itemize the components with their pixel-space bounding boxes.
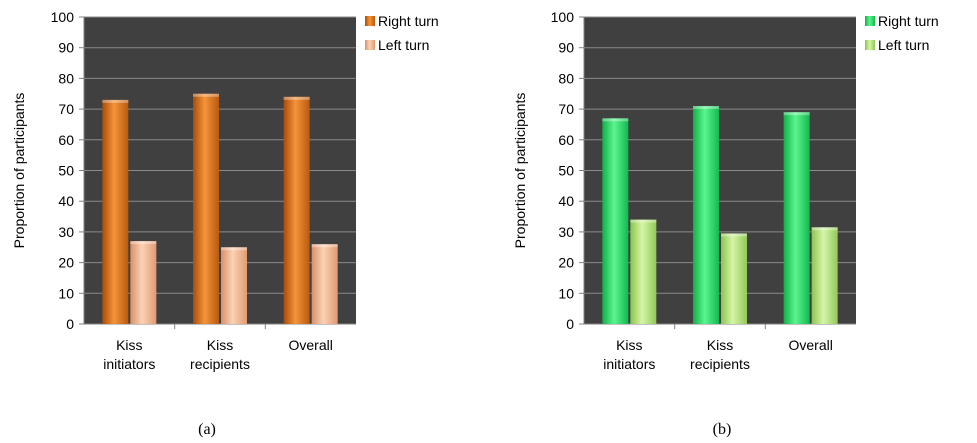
- x-tick-label: Overall: [288, 337, 332, 353]
- y-tick-label: 100: [551, 9, 575, 25]
- y-tick-label: 0: [566, 316, 574, 332]
- bar-left-turn: [721, 233, 747, 324]
- bar-cap: [693, 106, 719, 110]
- legend-label: Right turn: [378, 13, 439, 29]
- y-tick-label: 90: [558, 40, 574, 56]
- y-tick-label: 100: [51, 9, 75, 25]
- chart-a: 0 10 20 30 40 50 60 70 80 90 100 Kiss initiators Kiss…: [11, 9, 439, 438]
- y-tick-label: 40: [558, 193, 574, 209]
- y-tick-label: 50: [558, 163, 574, 179]
- y-tick-label: 10: [58, 285, 74, 301]
- bar-cap: [283, 96, 310, 100]
- bar-left-turn: [130, 241, 157, 324]
- bar-cap: [311, 244, 338, 248]
- y-tick-label: 20: [58, 255, 74, 271]
- x-tick-label: Kiss recipients: [690, 337, 750, 372]
- bar-right-turn: [102, 99, 129, 324]
- y-tick-label: 70: [58, 101, 74, 117]
- bar-cap: [783, 112, 810, 116]
- x-tick-label: Kiss initiators: [603, 337, 655, 372]
- legend-swatch: [865, 16, 875, 26]
- legend-label: Left turn: [878, 37, 929, 53]
- bar-left-turn: [811, 227, 838, 324]
- bar-right-turn: [193, 93, 219, 324]
- legend-swatch: [865, 40, 875, 50]
- bar-cap: [630, 219, 657, 223]
- y-tick-label: 0: [66, 316, 74, 332]
- y-tick-label: 60: [558, 132, 574, 148]
- y-tick-label: 30: [558, 224, 574, 240]
- y-tick-label: 80: [58, 70, 74, 86]
- legend-label: Left turn: [378, 37, 429, 53]
- y-tick-label: 80: [558, 70, 574, 86]
- y-tick-label: 20: [558, 255, 574, 271]
- bar-right-turn: [602, 118, 629, 324]
- panel-caption: (b): [713, 421, 732, 438]
- y-tick-label: 90: [58, 40, 74, 56]
- bar-left-turn: [221, 247, 247, 324]
- bar-cap: [811, 227, 838, 231]
- legend-swatch: [365, 40, 375, 50]
- x-tick-label: Kiss recipients: [190, 337, 250, 372]
- legend-swatch: [365, 16, 375, 26]
- y-tick-label: 30: [58, 224, 74, 240]
- bar-right-turn: [783, 112, 810, 324]
- bar-right-turn: [693, 106, 719, 324]
- bar-right-turn: [283, 96, 310, 324]
- y-tick-label: 10: [558, 285, 574, 301]
- y-tick-label: 40: [58, 193, 74, 209]
- x-tick-label: Overall: [788, 337, 832, 353]
- y-axis-label: Proportion of participants: [11, 93, 27, 249]
- bar-cap: [102, 99, 129, 103]
- y-tick-label: 60: [58, 132, 74, 148]
- bar-left-turn: [311, 244, 338, 324]
- y-tick-label: 50: [58, 163, 74, 179]
- y-axis-label: Proportion of participants: [512, 93, 528, 249]
- chart-b: 0 10 20 30 40 50 60 70 80 90 100 Kiss initiators Kiss…: [512, 9, 939, 438]
- bar-cap: [130, 241, 157, 245]
- x-tick-label: Kiss initiators: [103, 337, 155, 372]
- bar-left-turn: [630, 219, 657, 324]
- bar-cap: [602, 118, 629, 122]
- y-tick-label: 70: [558, 101, 574, 117]
- bar-cap: [721, 233, 747, 237]
- bar-cap: [193, 93, 219, 97]
- bar-cap: [221, 247, 247, 251]
- legend-label: Right turn: [878, 13, 939, 29]
- panel-caption: (a): [198, 421, 216, 438]
